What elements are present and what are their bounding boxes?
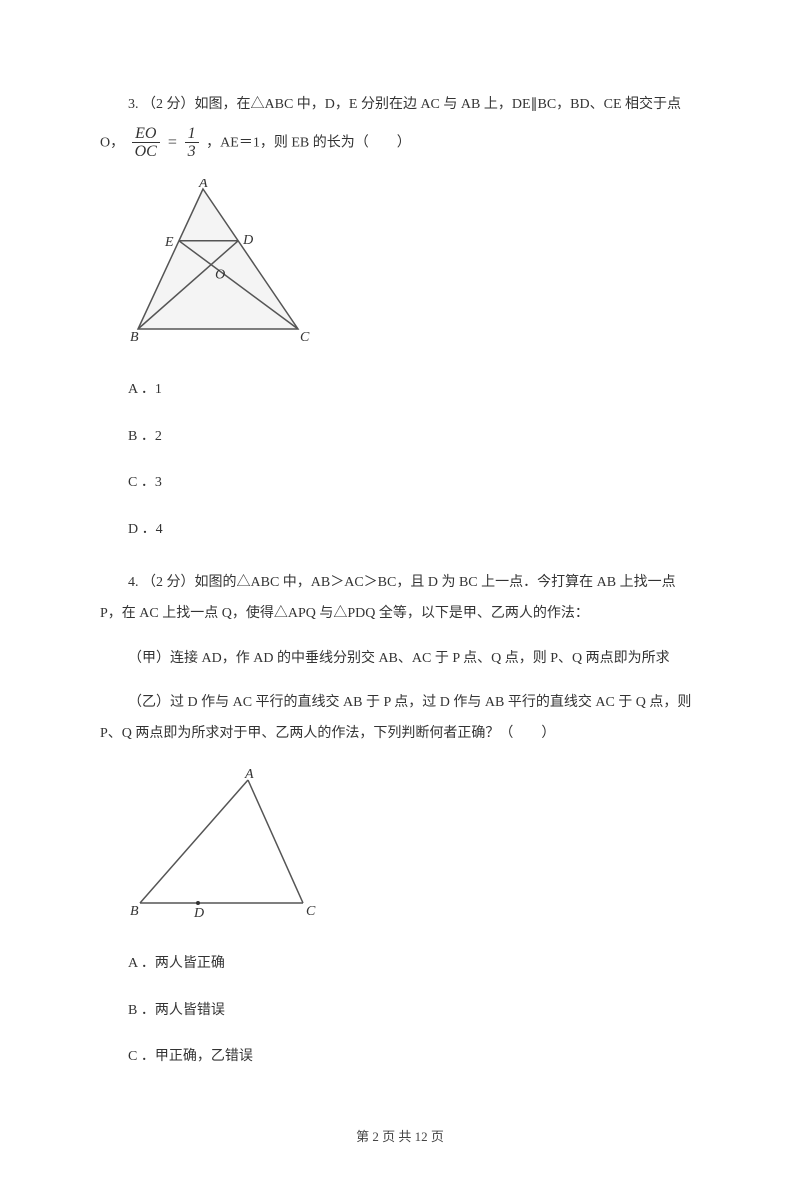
equals-sign: = xyxy=(167,125,178,160)
q4-option-a: A ．两人皆正确 xyxy=(100,949,700,980)
q3-option-d: D ．4 xyxy=(100,515,700,546)
svg-text:C: C xyxy=(300,330,310,344)
triangle-abc-with-de: A B C E D O xyxy=(128,179,318,344)
q3-option-c: C ．3 xyxy=(100,468,700,499)
fraction-1-3: 1 3 xyxy=(185,125,199,161)
svg-text:B: B xyxy=(130,330,139,344)
svg-text:A: A xyxy=(244,768,254,782)
triangle-abc-with-d: A B C D xyxy=(128,768,328,918)
q3-line2-prefix: O， xyxy=(100,135,124,150)
q4-para1: 4. （2 分）如图的△ABC 中，AB＞AC＞BC，且 D 为 BC 上一点．… xyxy=(100,568,700,630)
q3-figure: A B C E D O xyxy=(128,179,700,357)
q3-fraction-equation: EO OC = 1 3 xyxy=(128,125,203,161)
q3-line2-suffix: ，AE＝1，则 EB 的长为（ ） xyxy=(206,135,411,150)
q3-options: A ．1 B ．2 C ．3 D ．4 xyxy=(100,375,700,546)
q3-line2: O， EO OC = 1 3 ，AE＝1，则 EB 的长为（ ） xyxy=(100,125,700,161)
q3-line1: 3. （2 分）如图，在△ABC 中，D，E 分别在边 AC 与 AB 上，DE… xyxy=(100,90,700,121)
q4-option-b: B ．两人皆错误 xyxy=(100,996,700,1027)
svg-text:A: A xyxy=(198,179,208,191)
q4-option-c: C ．甲正确，乙错误 xyxy=(100,1042,700,1073)
svg-text:D: D xyxy=(242,233,253,248)
q3-option-a: A ．1 xyxy=(100,375,700,406)
svg-text:D: D xyxy=(193,906,204,918)
page-footer: 第 2 页 共 12 页 xyxy=(100,1123,700,1152)
q4-figure: A B C D xyxy=(128,768,700,931)
svg-text:C: C xyxy=(306,904,316,918)
svg-text:O: O xyxy=(215,268,225,283)
svg-text:E: E xyxy=(164,235,174,250)
q4-para2: （甲）连接 AD，作 AD 的中垂线分别交 AB、AC 于 P 点、Q 点，则 … xyxy=(100,644,700,675)
svg-text:B: B xyxy=(130,904,139,918)
q4-options: A ．两人皆正确 B ．两人皆错误 C ．甲正确，乙错误 xyxy=(100,949,700,1073)
q4-para3: （乙）过 D 作与 AC 平行的直线交 AB 于 P 点，过 D 作与 AB 平… xyxy=(100,688,700,750)
q3-option-b: B ．2 xyxy=(100,422,700,453)
page-content: 3. （2 分）如图，在△ABC 中，D，E 分别在边 AC 与 AB 上，DE… xyxy=(0,0,800,1192)
fraction-eo-oc: EO OC xyxy=(132,125,160,161)
